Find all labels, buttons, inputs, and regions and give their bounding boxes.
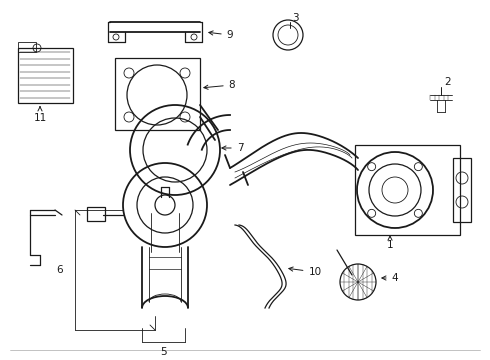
Text: 6: 6 <box>57 265 63 275</box>
Text: 8: 8 <box>204 80 235 90</box>
Bar <box>18 48 73 103</box>
Text: 5: 5 <box>160 347 166 357</box>
Text: 10: 10 <box>289 267 321 277</box>
Text: 9: 9 <box>209 30 233 40</box>
Text: 4: 4 <box>382 273 398 283</box>
Text: 7: 7 <box>222 143 244 153</box>
Bar <box>355 145 460 235</box>
Text: 3: 3 <box>292 13 298 23</box>
Text: 2: 2 <box>445 77 451 87</box>
Bar <box>453 158 471 222</box>
Bar <box>87 207 105 221</box>
Text: 1: 1 <box>387 236 393 250</box>
Bar <box>115 58 200 130</box>
Bar <box>18 42 36 52</box>
Text: 11: 11 <box>33 107 47 123</box>
